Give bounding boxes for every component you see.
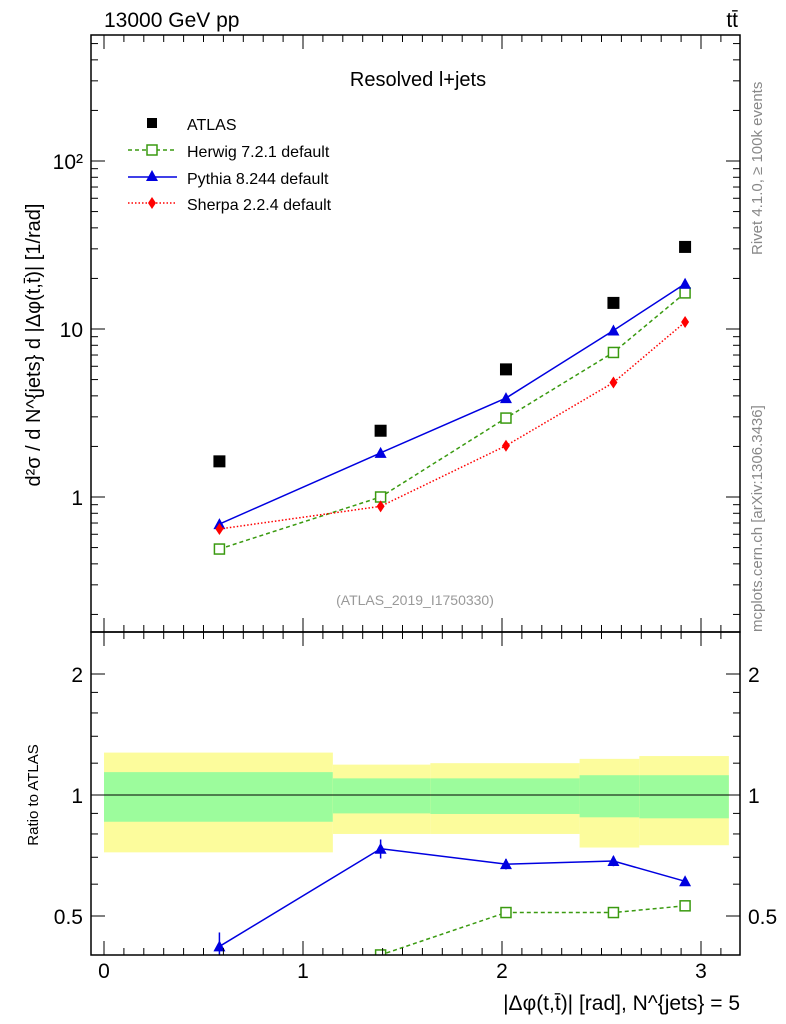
x-tick-label: 0: [98, 960, 110, 983]
legend-herwig-label: Herwig 7.2.1 default: [187, 144, 330, 161]
inner-band-bin: [430, 778, 580, 814]
ratio-y-tick-label-right: 0.5: [748, 906, 777, 929]
rivet-label: Rivet 4.1.0, ≥ 100k events: [749, 82, 766, 255]
y-tick-label: 1: [71, 487, 83, 510]
ratio-panel-frame: [90, 631, 741, 956]
ratio-uncertainty-bands: [104, 752, 729, 853]
inner-band-bin: [579, 775, 640, 818]
inner-band-bin: [332, 778, 431, 814]
ratio-y-tick-label-right: 2: [748, 664, 760, 687]
plot-title: Resolved l+jets: [350, 69, 486, 91]
inner-band-bin: [104, 772, 333, 822]
x-tick-label: 2: [496, 960, 508, 983]
herwig-ratio-point: [607, 906, 620, 919]
ratio-ylabel: Ratio to ATLAS: [25, 744, 42, 845]
pythia-ratio-point: [374, 842, 387, 854]
sherpa-point: [681, 316, 690, 329]
ratio-y-tick-label: 0.5: [54, 906, 83, 929]
legend-pythia-marker: [146, 170, 158, 181]
sherpa-point: [609, 376, 618, 389]
legend-sherpa-label: Sherpa 2.2.4 default: [187, 197, 332, 214]
main-panel-data: [213, 240, 692, 555]
pythia-point: [374, 446, 387, 458]
herwig-ratio-point: [500, 906, 512, 919]
header-left: 13000 GeV pp: [104, 9, 239, 32]
axes: 1 10 10² 0.5 0.5 1 1 2 2 0 1 2 3: [53, 35, 777, 983]
herwig-point: [679, 287, 691, 299]
sherpa-point: [215, 522, 224, 535]
pythia-ratio-point: [213, 940, 226, 952]
y-tick-label: 10²: [53, 151, 83, 174]
sherpa-point: [501, 439, 510, 452]
atlas-point: [374, 424, 387, 437]
header-right: tt̄: [726, 9, 738, 32]
herwig-point: [500, 412, 512, 424]
pythia-ratio-point: [607, 855, 620, 867]
herwig-ratio-point: [214, 1000, 224, 1010]
x-tick-label: 3: [695, 960, 707, 983]
pythia-line: [219, 283, 686, 525]
x-tick-label: 1: [297, 960, 309, 983]
legend-atlas-label: ATLAS: [187, 117, 237, 134]
pythia-point: [607, 324, 620, 336]
ratio-y-tick-label-right: 1: [748, 785, 760, 808]
legend-atlas-marker: [147, 118, 157, 128]
pythia-ratio-point: [679, 875, 692, 887]
main-ylabel: d²σ / d N^{jets} d |Δφ(t,t̄)| [1/rad]: [23, 204, 45, 487]
herwig-point: [607, 346, 620, 359]
pythia-point: [499, 392, 512, 404]
atlas-point: [679, 240, 692, 253]
inner-band-bin: [639, 775, 729, 819]
y-tick-label: 10: [60, 319, 83, 342]
sherpa-point: [376, 500, 385, 513]
atlas-point: [499, 363, 512, 376]
atlas-point: [213, 455, 226, 468]
legend: ATLAS Herwig 7.2.1 default Pythia 8.244 …: [128, 117, 332, 214]
herwig-point: [213, 543, 226, 555]
ratio-y-tick-label: 2: [71, 664, 83, 687]
ratio-panel-data: [213, 839, 692, 1010]
ratio-y-tick-label: 1: [71, 785, 83, 808]
pythia-ratio-point: [499, 858, 512, 870]
xlabel: |Δφ(t,t̄)| [rad], N^{jets} = 5: [503, 992, 740, 1015]
mcplots-label: mcplots.cern.ch [arXiv:1306.3436]: [749, 405, 766, 632]
analysis-annotation: (ATLAS_2019_I1750330): [336, 592, 494, 608]
pythia-point: [679, 277, 692, 289]
legend-herwig-marker: [146, 144, 158, 156]
herwig-ratio-point: [679, 900, 691, 912]
legend-sherpa-marker: [148, 197, 156, 209]
legend-pythia-label: Pythia 8.244 default: [187, 171, 329, 188]
atlas-point: [607, 296, 620, 309]
